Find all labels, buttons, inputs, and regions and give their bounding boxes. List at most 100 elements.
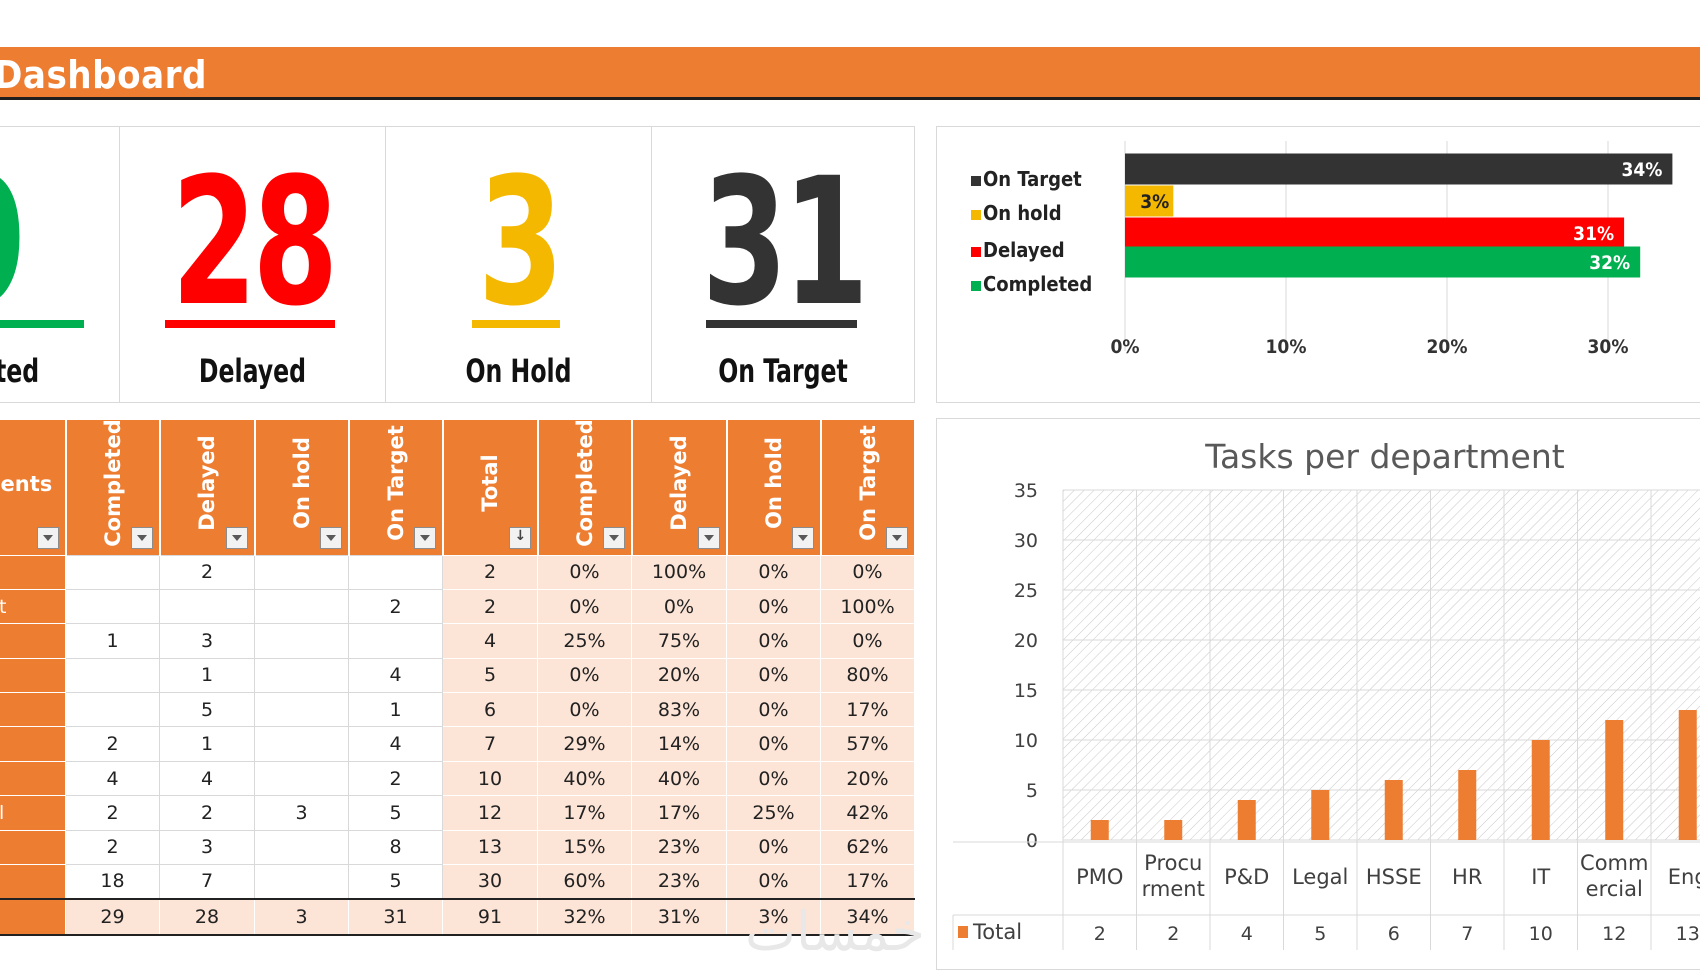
- percent-cell[interactable]: 40%: [631, 760, 727, 797]
- filter-dropdown-icon[interactable]: [225, 526, 248, 549]
- department-cell[interactable]: [0, 897, 66, 936]
- status-bar-chart[interactable]: 0% 10% 20% 30% 34% On Target 3% On hold 31% Delay…: [937, 127, 1700, 404]
- header-on-hold-pct[interactable]: On hold: [726, 420, 822, 555]
- percent-cell[interactable]: 23%: [631, 864, 727, 900]
- filter-dropdown-icon[interactable]: [413, 526, 436, 549]
- percent-cell[interactable]: 75%: [631, 623, 727, 659]
- count-cell[interactable]: 12: [442, 795, 538, 831]
- percent-cell[interactable]: 80%: [820, 657, 915, 694]
- percent-cell[interactable]: 0%: [726, 657, 821, 694]
- department-cell[interactable]: t: [0, 588, 66, 625]
- header-completed[interactable]: Completed: [65, 419, 161, 555]
- percent-cell[interactable]: 17%: [537, 795, 632, 831]
- count-cell[interactable]: 13: [442, 829, 538, 866]
- percent-cell[interactable]: 0%: [537, 692, 632, 728]
- percent-cell[interactable]: 42%: [820, 795, 915, 831]
- department-cell[interactable]: [0, 623, 66, 659]
- percent-cell[interactable]: 60%: [537, 864, 632, 900]
- percent-cell[interactable]: 0%: [726, 829, 821, 866]
- department-cell[interactable]: l: [0, 795, 66, 831]
- header-completed-pct[interactable]: Completed: [537, 419, 633, 555]
- percent-cell[interactable]: 29%: [537, 726, 632, 762]
- filter-dropdown-icon[interactable]: [791, 526, 814, 549]
- percent-cell[interactable]: 0%: [820, 623, 915, 659]
- count-cell[interactable]: [254, 864, 349, 900]
- header-on-target[interactable]: On Target: [348, 420, 444, 555]
- filter-dropdown-icon[interactable]: [319, 526, 342, 549]
- department-cell[interactable]: [0, 726, 66, 762]
- percent-cell[interactable]: 0%: [726, 760, 821, 797]
- count-cell[interactable]: 1: [159, 657, 255, 694]
- header-delayed-pct[interactable]: Delayed: [631, 420, 728, 555]
- percent-cell[interactable]: 34%: [820, 897, 915, 936]
- count-cell[interactable]: 3: [254, 795, 349, 831]
- count-cell[interactable]: 2: [348, 588, 443, 625]
- percent-cell[interactable]: 25%: [726, 795, 821, 831]
- filter-dropdown-icon[interactable]: [697, 526, 720, 549]
- percent-cell[interactable]: 0%: [726, 726, 821, 762]
- percent-cell[interactable]: 83%: [631, 692, 727, 728]
- count-cell[interactable]: 4: [65, 760, 160, 797]
- percent-cell[interactable]: 14%: [631, 726, 727, 762]
- count-cell[interactable]: [254, 726, 349, 762]
- percent-cell[interactable]: 17%: [820, 864, 915, 900]
- percent-cell[interactable]: 100%: [631, 554, 727, 590]
- filter-dropdown-icon[interactable]: [36, 526, 59, 549]
- department-cell[interactable]: [0, 829, 66, 866]
- count-cell[interactable]: [254, 623, 349, 659]
- count-cell[interactable]: 31: [348, 897, 443, 936]
- count-cell[interactable]: 2: [159, 795, 255, 831]
- count-cell[interactable]: [65, 554, 160, 590]
- count-cell[interactable]: 7: [442, 726, 538, 762]
- count-cell[interactable]: 5: [348, 864, 443, 900]
- header-on-hold[interactable]: On hold: [254, 420, 350, 555]
- count-cell[interactable]: 30: [442, 864, 538, 900]
- count-cell[interactable]: 29: [65, 897, 160, 936]
- count-cell[interactable]: 8: [348, 829, 443, 866]
- filter-dropdown-icon[interactable]: [602, 526, 625, 549]
- percent-cell[interactable]: 0%: [820, 554, 915, 590]
- percent-cell[interactable]: 17%: [631, 795, 727, 831]
- count-cell[interactable]: [65, 588, 160, 625]
- count-cell[interactable]: [254, 829, 349, 866]
- department-cell[interactable]: [0, 657, 66, 694]
- count-cell[interactable]: [254, 657, 349, 694]
- count-cell[interactable]: 18: [65, 864, 160, 900]
- percent-cell[interactable]: 32%: [537, 897, 632, 936]
- count-cell[interactable]: [254, 588, 349, 625]
- count-cell[interactable]: 4: [348, 657, 443, 694]
- count-cell[interactable]: 28: [159, 897, 255, 936]
- percent-cell[interactable]: 62%: [820, 829, 915, 866]
- count-cell[interactable]: [65, 657, 160, 694]
- count-cell[interactable]: 3: [159, 829, 255, 866]
- sort-filter-icon[interactable]: [508, 526, 531, 549]
- count-cell[interactable]: 5: [442, 657, 538, 694]
- percent-cell[interactable]: 0%: [631, 588, 727, 625]
- percent-cell[interactable]: 0%: [537, 657, 632, 694]
- count-cell[interactable]: 7: [159, 864, 255, 900]
- count-cell[interactable]: 4: [348, 726, 443, 762]
- percent-cell[interactable]: 0%: [726, 588, 821, 625]
- count-cell[interactable]: 5: [159, 692, 255, 728]
- count-cell[interactable]: 2: [442, 588, 538, 625]
- count-cell[interactable]: 5: [348, 795, 443, 831]
- percent-cell[interactable]: 0%: [726, 554, 821, 590]
- count-cell[interactable]: 91: [442, 897, 538, 936]
- percent-cell[interactable]: 57%: [820, 726, 915, 762]
- percent-cell[interactable]: 0%: [726, 692, 821, 728]
- header-departments[interactable]: ents: [0, 420, 67, 555]
- percent-cell[interactable]: 0%: [537, 588, 632, 625]
- count-cell[interactable]: 1: [65, 623, 160, 659]
- department-cell[interactable]: [0, 554, 66, 590]
- percent-cell[interactable]: 17%: [820, 692, 915, 728]
- percent-cell[interactable]: 100%: [820, 588, 915, 625]
- percent-cell[interactable]: 20%: [631, 657, 727, 694]
- percent-cell[interactable]: 15%: [537, 829, 632, 866]
- filter-dropdown-icon[interactable]: [130, 526, 153, 549]
- percent-cell[interactable]: 23%: [631, 829, 727, 866]
- count-cell[interactable]: 2: [159, 554, 255, 590]
- count-cell[interactable]: 1: [159, 726, 255, 762]
- count-cell[interactable]: 2: [65, 829, 160, 866]
- department-cell[interactable]: [0, 692, 66, 728]
